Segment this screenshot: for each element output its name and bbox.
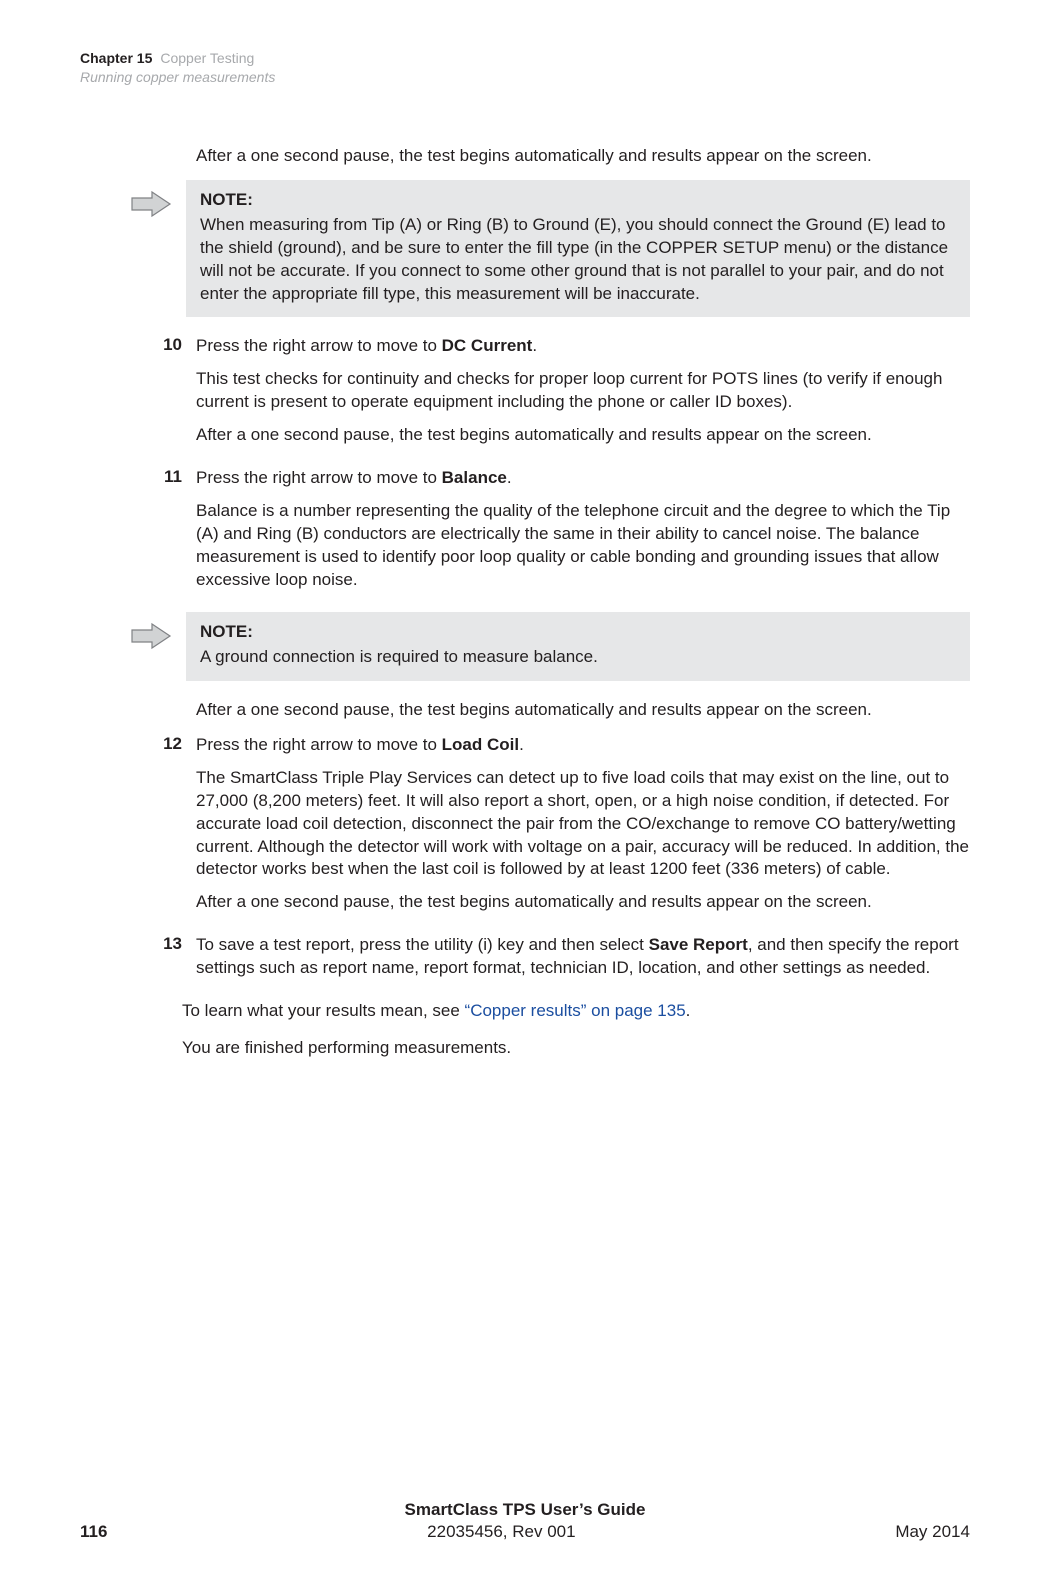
step-10-line1: Press the right arrow to move to DC Curr…	[196, 335, 970, 358]
footer-date: May 2014	[895, 1522, 970, 1542]
note-block-1: NOTE: When measuring from Tip (A) or Rin…	[128, 180, 970, 318]
footer-doc-id: 22035456, Rev 001	[427, 1522, 575, 1542]
step-number: 12	[160, 734, 182, 925]
step-11: 11 Press the right arrow to move to Bala…	[160, 467, 970, 602]
note-block-2: NOTE: A ground connection is required to…	[128, 612, 970, 681]
step-12: 12 Press the right arrow to move to Load…	[160, 734, 970, 925]
intro-paragraph: After a one second pause, the test begin…	[196, 145, 970, 168]
step-13: 13 To save a test report, press the util…	[160, 934, 970, 990]
step-12-p2: The SmartClass Triple Play Services can …	[196, 767, 970, 882]
step-number: 11	[160, 467, 182, 602]
note-text: When measuring from Tip (A) or Ring (B) …	[200, 214, 956, 306]
page-footer: SmartClass TPS User’s Guide 116 22035456…	[80, 1500, 970, 1542]
note-text: A ground connection is required to measu…	[200, 646, 956, 669]
section-title: Running copper measurements	[80, 69, 970, 85]
footer-title: SmartClass TPS User’s Guide	[80, 1500, 970, 1520]
step-11-p2: Balance is a number representing the qua…	[196, 500, 970, 592]
note-label: NOTE:	[200, 190, 956, 210]
step-13-line1: To save a test report, press the utility…	[196, 934, 970, 980]
chapter-label: Chapter 15	[80, 50, 152, 67]
after-note2-para: After a one second pause, the test begin…	[196, 699, 970, 722]
page-header: Chapter 15 Copper Testing	[80, 50, 970, 67]
step-10-p3: After a one second pause, the test begin…	[196, 424, 970, 447]
copper-results-link[interactable]: “Copper results” on page 135	[465, 1001, 686, 1020]
step-12-line1: Press the right arrow to move to Load Co…	[196, 734, 970, 757]
note-icon	[128, 612, 172, 652]
step-10-p2: This test checks for continuity and chec…	[196, 368, 970, 414]
chapter-title: Copper Testing	[160, 50, 254, 67]
closing-2: You are finished performing measurements…	[182, 1037, 970, 1060]
step-number: 13	[160, 934, 182, 990]
closing-1: To learn what your results mean, see “Co…	[182, 1000, 970, 1023]
footer-page-number: 116	[80, 1522, 107, 1542]
note-label: NOTE:	[200, 622, 956, 642]
note-icon	[128, 180, 172, 220]
step-number: 10	[160, 335, 182, 457]
step-11-line1: Press the right arrow to move to Balance…	[196, 467, 970, 490]
step-10: 10 Press the right arrow to move to DC C…	[160, 335, 970, 457]
step-12-p3: After a one second pause, the test begin…	[196, 891, 970, 914]
